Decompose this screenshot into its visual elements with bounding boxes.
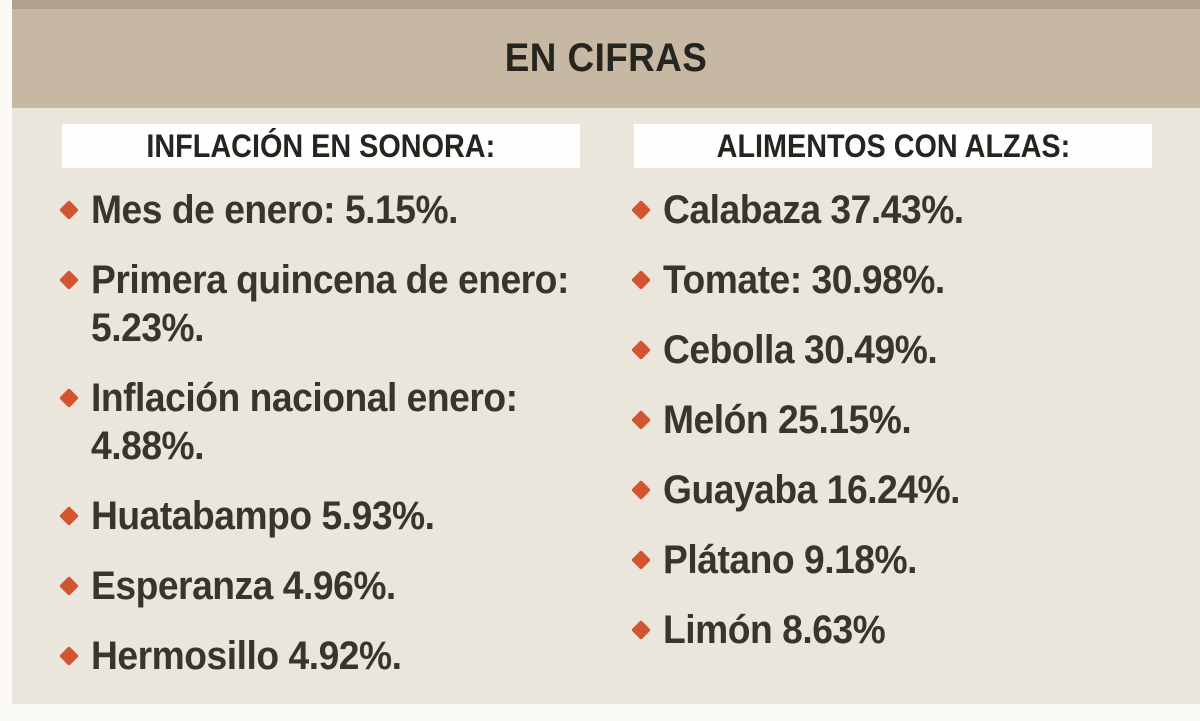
item-line: Mes de enero: 5.15%. <box>91 188 458 232</box>
item-line: Cebolla 30.49%. <box>663 328 938 372</box>
bullet-diamond-icon <box>631 270 651 290</box>
item-line: Plátano 9.18%. <box>663 538 918 582</box>
page-title: EN CIFRAS <box>504 36 708 80</box>
list-item: Melón 25.15%. <box>631 396 1152 444</box>
list-item: Mes de enero: 5.15%. <box>59 186 580 234</box>
bullet-diamond-icon <box>631 550 651 570</box>
list-item: Limón 8.63% <box>631 606 1152 654</box>
column-inflacion-sonora: INFLACIÓN EN SONORA: Mes de enero: 5.15%… <box>59 124 580 702</box>
bullet-diamond-icon <box>59 506 79 526</box>
column-alimentos-alzas: ALIMENTOS CON ALZAS: Calabaza 37.43%. To… <box>631 124 1152 702</box>
list-item: Tomate: 30.98%. <box>631 256 1152 304</box>
item-line: Guayaba 16.24%. <box>663 468 961 512</box>
bullet-diamond-icon <box>59 200 79 220</box>
list-item: Calabaza 37.43%. <box>631 186 1152 234</box>
item-line: 4.88%. <box>91 424 205 468</box>
bullet-diamond-icon <box>631 340 651 360</box>
content-area: INFLACIÓN EN SONORA: Mes de enero: 5.15%… <box>12 108 1200 702</box>
bullet-diamond-icon <box>631 200 651 220</box>
list-item: Plátano 9.18%. <box>631 536 1152 584</box>
item-line: Primera quincena de enero: <box>91 258 569 302</box>
list-item: Primera quincena de enero: 5.23%. <box>59 256 580 352</box>
bullet-diamond-icon <box>59 646 79 666</box>
bullet-diamond-icon <box>631 620 651 640</box>
item-line: Limón 8.63% <box>663 608 886 652</box>
item-line: Tomate: 30.98%. <box>663 258 945 302</box>
item-line: Inflación nacional enero: <box>91 376 518 420</box>
bullet-diamond-icon <box>59 576 79 596</box>
item-line: Calabaza 37.43%. <box>663 188 964 232</box>
bullet-diamond-icon <box>59 270 79 290</box>
list-item: Inflación nacional enero: 4.88%. <box>59 374 580 470</box>
column-header-inflacion: INFLACIÓN EN SONORA: <box>62 124 580 168</box>
list-item: Guayaba 16.24%. <box>631 466 1152 514</box>
item-line: 5.23%. <box>91 306 205 350</box>
item-line: Esperanza 4.96%. <box>91 564 396 608</box>
column-header-alimentos: ALIMENTOS CON ALZAS: <box>634 124 1152 168</box>
list-item: Huatabampo 5.93%. <box>59 492 580 540</box>
list-item: Hermosillo 4.92%. <box>59 632 580 680</box>
top-accent-strip <box>12 0 1200 9</box>
bullet-diamond-icon <box>631 410 651 430</box>
item-line: Hermosillo 4.92%. <box>91 634 402 678</box>
item-line: Melón 25.15%. <box>663 398 912 442</box>
list-item: Cebolla 30.49%. <box>631 326 1152 374</box>
list-item: Esperanza 4.96%. <box>59 562 580 610</box>
column-header-label: INFLACIÓN EN SONORA: <box>146 127 496 164</box>
item-line: Huatabampo 5.93%. <box>91 494 435 538</box>
bullet-diamond-icon <box>59 388 79 408</box>
infographic-panel: EN CIFRAS INFLACIÓN EN SONORA: Mes de en… <box>12 0 1200 704</box>
column-header-label: ALIMENTOS CON ALZAS: <box>716 127 1070 164</box>
bullet-diamond-icon <box>631 480 651 500</box>
title-band: EN CIFRAS <box>12 9 1200 108</box>
